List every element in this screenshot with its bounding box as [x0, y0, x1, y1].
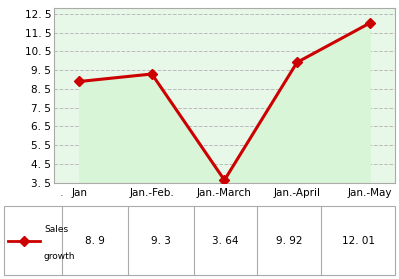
Text: Jan.-Feb.: Jan.-Feb.	[130, 187, 174, 198]
Text: 9. 92: 9. 92	[276, 236, 302, 246]
Text: Jan.-May: Jan.-May	[348, 187, 392, 198]
Text: 9. 3: 9. 3	[151, 236, 170, 246]
Text: Jan.-March: Jan.-March	[197, 187, 252, 198]
Text: 3. 64: 3. 64	[212, 236, 239, 246]
Text: .: .	[59, 187, 63, 198]
Text: Jan.-April: Jan.-April	[274, 187, 320, 198]
Text: 8. 9: 8. 9	[85, 236, 105, 246]
Text: Jan: Jan	[71, 187, 87, 198]
Text: Sales: Sales	[44, 225, 68, 234]
Text: 12. 01: 12. 01	[342, 236, 375, 246]
Text: growth: growth	[44, 252, 75, 261]
